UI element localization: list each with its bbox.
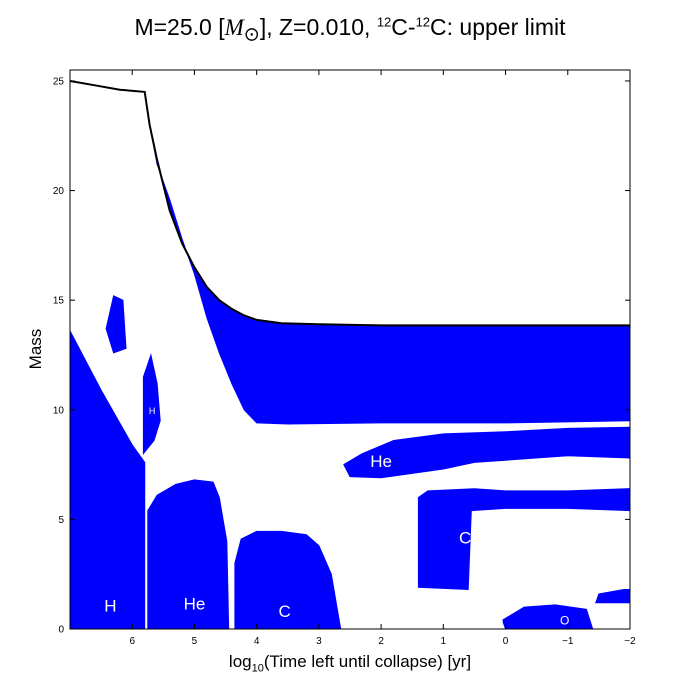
convective-zones [69,124,631,630]
x-tick-label: 3 [316,636,322,647]
x-tick-label: 2 [378,636,384,647]
convective-zone-c-shell [417,488,631,591]
x-axis-label: log10(Time left until collapse) [yr] [228,652,472,675]
total-mass-line-group [69,80,630,327]
convective-zone-h-shell [142,353,161,456]
x-tick-label: −2 [624,636,636,647]
x-tick-label: 6 [129,636,135,647]
y-tick-label: 10 [53,405,65,416]
convective-zone-c-core [234,530,342,630]
convective-zone-h-core [69,330,146,630]
y-tick-label: 0 [58,625,64,636]
region-label-c: C [459,529,471,548]
region-label-he: He [370,452,392,471]
convective-zone-h-shell-flashes [105,295,127,354]
convective-zone-o-shell [595,589,631,604]
convective-zone-he-shell [343,426,631,479]
chart-title: M=25.0 [M⊙], Z=0.010, 12C-12C: upper lim… [134,14,566,46]
y-axis-label: Mass [26,328,45,370]
x-tick-label: 0 [503,636,509,647]
x-tick-label: −1 [562,636,574,647]
plot-frame [69,69,631,630]
x-tick-label: 4 [254,636,260,647]
region-labels: H He C He C H Ne O [104,406,569,627]
convective-zone-envelope [149,124,631,425]
x-tick-label: 1 [441,636,447,647]
y-tick-label: 15 [53,296,65,307]
region-label-he: He [184,594,206,613]
x-tick-label: 5 [192,636,198,647]
convective-zone-he-core [147,479,230,630]
region-label-o: O [560,614,569,628]
y-tick-label: 25 [53,76,65,87]
region-label-ne: Ne [489,616,503,628]
region-label-h: H [149,406,156,416]
region-label-c: C [279,602,291,621]
total-mass-line [69,80,630,327]
y-tick-label: 20 [53,186,65,197]
convective-zone-o-core [501,604,594,630]
y-tick-label: 5 [58,515,64,526]
region-label-h: H [104,596,116,615]
